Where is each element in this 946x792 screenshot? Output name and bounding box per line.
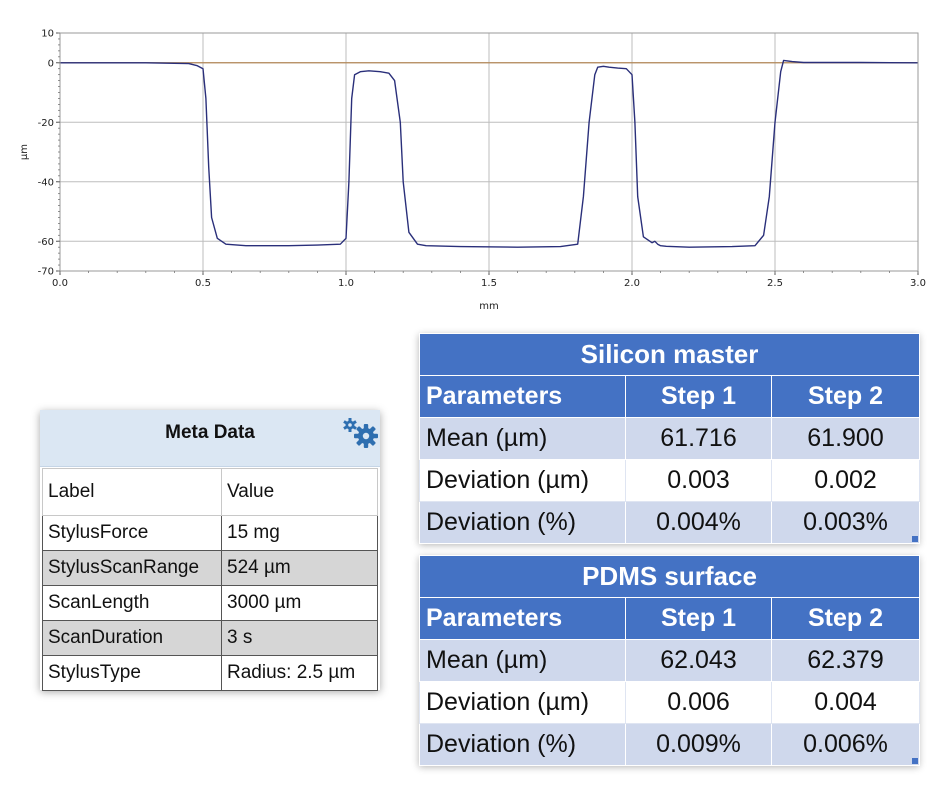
silicon-row-deviation-um: Deviation (µm) 0.003 0.002 <box>419 459 920 502</box>
meta-row-value: 524 µm <box>221 550 378 586</box>
step1-value: 0.003 <box>625 459 772 502</box>
y-tick-label: -60 <box>38 237 54 248</box>
step1-value: 0.009% <box>625 723 772 766</box>
meta-row-label: StylusForce <box>42 515 222 551</box>
pdms-col-step1: Step 1 <box>625 597 772 640</box>
step2-value: 61.900 <box>771 417 920 460</box>
meta-data-title: Meta Data <box>165 422 255 443</box>
row-label: Mean (µm) <box>419 417 626 460</box>
x-axis-title: mm <box>479 301 498 312</box>
x-tick-label: 3.0 <box>910 278 926 289</box>
pdms-row-deviation-um: Deviation (µm) 0.006 0.004 <box>419 681 921 724</box>
x-tick-label: 2.0 <box>624 278 640 289</box>
meta-row: ScanLength 3000 µm <box>42 585 378 621</box>
pdms-surface-panel: PDMS surface Parameters Step 1 Step 2 Me… <box>418 555 921 766</box>
step2-value: 0.004 <box>770 681 921 724</box>
meta-row-label: StylusScanRange <box>42 550 222 586</box>
pdms-surface-table: PDMS surface Parameters Step 1 Step 2 Me… <box>418 555 921 766</box>
meta-data-table: Label Value StylusForce 15 mg StylusScan… <box>42 468 378 691</box>
step2-value: 62.379 <box>770 639 921 682</box>
gear-icon[interactable] <box>340 416 380 452</box>
row-label: Deviation (%) <box>419 501 626 544</box>
pdms-col-parameters: Parameters <box>419 597 626 640</box>
y-tick-label: 10 <box>41 29 54 40</box>
step2-value: 0.006% <box>770 723 921 766</box>
pdms-row-deviation-pct: Deviation (%) 0.009% 0.006% <box>419 723 921 766</box>
x-tick-label: 0.0 <box>52 278 68 289</box>
x-tick-label: 0.5 <box>195 278 211 289</box>
resize-handle <box>912 536 918 542</box>
surface-profile-chart: 0.0 0.5 1.0 1.5 2.0 2.5 3.0 10 0 -20 -40 -60 -70 mm… <box>19 29 926 313</box>
meta-data-header: Meta Data <box>40 410 380 467</box>
meta-row: StylusForce 15 mg <box>42 515 378 551</box>
step1-value: 0.006 <box>625 681 772 724</box>
meta-row-value: 3000 µm <box>221 585 378 621</box>
axis-ticks <box>56 32 919 275</box>
silicon-master-panel: Silicon master Parameters Step 1 Step 2 … <box>419 333 920 544</box>
meta-data-panel: Meta Data Labe <box>40 410 380 691</box>
y-axis-title: µm <box>19 144 30 160</box>
step2-value: 0.003% <box>771 501 920 544</box>
step1-value: 62.043 <box>625 639 772 682</box>
x-tick-label: 1.0 <box>338 278 354 289</box>
profile-line <box>60 59 919 248</box>
silicon-row-deviation-pct: Deviation (%) 0.004% 0.003% <box>419 501 920 544</box>
y-tick-label: -40 <box>38 177 54 188</box>
resize-handle <box>912 758 918 764</box>
profile-line-series <box>60 59 919 248</box>
meta-col-label: Label <box>42 468 222 516</box>
silicon-col-step1: Step 1 <box>625 375 772 418</box>
y-tick-labels: 10 0 -20 -40 -60 -70 <box>38 29 54 278</box>
meta-row-value: 3 s <box>221 620 378 656</box>
row-label: Deviation (µm) <box>419 681 626 724</box>
y-tick-label: -20 <box>38 118 54 129</box>
meta-row-value: Radius: 2.5 µm <box>221 655 378 691</box>
row-label: Deviation (%) <box>419 723 626 766</box>
meta-row: StylusType Radius: 2.5 µm <box>42 655 378 691</box>
step1-value: 61.716 <box>625 417 772 460</box>
meta-row: ScanDuration 3 s <box>42 620 378 656</box>
meta-row-label: StylusType <box>42 655 222 691</box>
meta-row-label: ScanLength <box>42 585 222 621</box>
silicon-header-row: Parameters Step 1 Step 2 <box>419 375 920 418</box>
x-tick-label: 1.5 <box>481 278 497 289</box>
row-label: Deviation (µm) <box>419 459 626 502</box>
pdms-col-step2: Step 2 <box>770 597 921 640</box>
pdms-row-mean: Mean (µm) 62.043 62.379 <box>419 639 921 682</box>
meta-row-value: 15 mg <box>221 515 378 551</box>
meta-row-label: ScanDuration <box>42 620 222 656</box>
meta-col-value: Value <box>221 468 378 516</box>
y-tick-label: -70 <box>38 267 54 278</box>
y-tick-label: 0 <box>48 58 54 69</box>
x-tick-labels: 0.0 0.5 1.0 1.5 2.0 2.5 3.0 <box>52 278 926 289</box>
step2-value: 0.002 <box>771 459 920 502</box>
silicon-row-mean: Mean (µm) 61.716 61.900 <box>419 417 920 460</box>
silicon-title-row: Silicon master <box>419 333 920 376</box>
pdms-header-row: Parameters Step 1 Step 2 <box>419 597 921 640</box>
pdms-title-row: PDMS surface <box>418 555 921 598</box>
silicon-master-table: Silicon master Parameters Step 1 Step 2 … <box>419 333 920 544</box>
meta-table-header-row: Label Value <box>42 468 378 516</box>
pdms-title: PDMS surface <box>418 555 921 598</box>
x-tick-label: 2.5 <box>767 278 783 289</box>
step1-value: 0.004% <box>625 501 772 544</box>
silicon-title: Silicon master <box>419 333 920 376</box>
silicon-col-parameters: Parameters <box>419 375 626 418</box>
row-label: Mean (µm) <box>419 639 626 682</box>
meta-row: StylusScanRange 524 µm <box>42 550 378 586</box>
silicon-col-step2: Step 2 <box>771 375 920 418</box>
